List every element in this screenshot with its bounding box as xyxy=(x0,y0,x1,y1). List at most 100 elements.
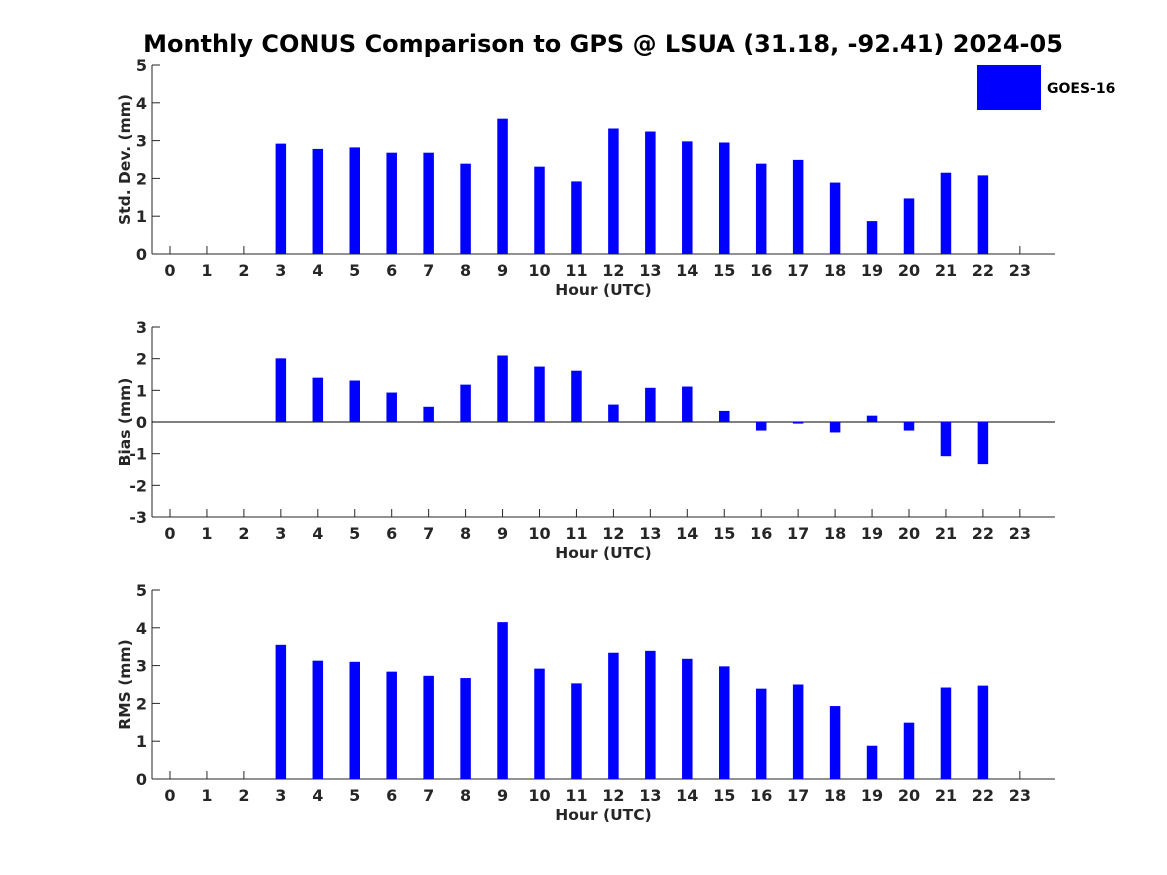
y-axis-label: Std. Dev. (mm) xyxy=(116,94,134,225)
y-tick-label: 5 xyxy=(136,56,147,75)
bar-rms-hour-19 xyxy=(866,745,878,779)
x-tick-label: 10 xyxy=(528,261,550,280)
x-tick-label: 18 xyxy=(824,524,846,543)
x-tick-label: 11 xyxy=(565,524,587,543)
bar-std-hour-21 xyxy=(940,172,952,254)
x-tick-label: 12 xyxy=(602,786,624,805)
x-axis-label: Hour (UTC) xyxy=(555,544,651,562)
x-tick-label: 8 xyxy=(460,524,471,543)
y-tick-label: -3 xyxy=(129,508,147,527)
y-tick-label: 3 xyxy=(136,132,147,151)
x-tick-label: 11 xyxy=(565,261,587,280)
bar-std-hour-19 xyxy=(866,221,878,254)
x-tick-label: 14 xyxy=(676,786,698,805)
x-tick-label: 6 xyxy=(386,786,397,805)
bar-std-hour-10 xyxy=(534,166,545,254)
bar-bias-hour-22 xyxy=(977,422,989,465)
y-tick-label: -2 xyxy=(129,476,147,495)
x-tick-label: 8 xyxy=(460,261,471,280)
y-tick-label: 0 xyxy=(136,245,147,264)
bar-bias-hour-13 xyxy=(645,387,656,422)
x-tick-label: 17 xyxy=(787,786,809,805)
bar-rms-hour-17 xyxy=(792,684,804,779)
x-tick-label: 3 xyxy=(275,524,286,543)
bar-rms-hour-12 xyxy=(608,652,619,779)
x-tick-label: 21 xyxy=(935,524,957,543)
legend-swatch xyxy=(977,65,1041,110)
y-axis-label: RMS (mm) xyxy=(116,639,134,729)
bar-std-hour-3 xyxy=(275,143,287,254)
bar-bias-hour-11 xyxy=(571,370,582,422)
chart-title: Monthly CONUS Comparison to GPS @ LSUA (… xyxy=(143,30,1063,58)
x-tick-label: 2 xyxy=(238,261,249,280)
bar-bias-hour-8 xyxy=(460,384,471,422)
x-tick-label: 16 xyxy=(750,786,772,805)
y-tick-label: 3 xyxy=(136,318,147,337)
bar-bias-hour-19 xyxy=(866,415,878,422)
bar-rms-hour-3 xyxy=(275,644,287,779)
bar-std-hour-12 xyxy=(608,128,619,254)
x-tick-label: 16 xyxy=(750,261,772,280)
x-tick-label: 6 xyxy=(386,261,397,280)
bar-std-hour-4 xyxy=(312,148,324,254)
x-tick-label: 9 xyxy=(497,786,508,805)
y-tick-label: 0 xyxy=(136,413,147,432)
x-tick-label: 5 xyxy=(349,786,360,805)
x-tick-label: 23 xyxy=(1009,261,1031,280)
bar-rms-hour-14 xyxy=(682,658,693,779)
x-tick-label: 2 xyxy=(238,786,249,805)
x-tick-label: 3 xyxy=(275,261,286,280)
legend: GOES-16 xyxy=(977,65,1115,110)
x-tick-label: 17 xyxy=(787,261,809,280)
x-tick-label: 1 xyxy=(201,786,212,805)
x-tick-label: 18 xyxy=(824,786,846,805)
x-tick-label: 0 xyxy=(164,261,175,280)
x-tick-label: 16 xyxy=(750,524,772,543)
x-tick-label: 20 xyxy=(898,786,920,805)
x-tick-label: 2 xyxy=(238,524,249,543)
bar-std-hour-8 xyxy=(460,163,471,254)
x-tick-label: 9 xyxy=(497,524,508,543)
bar-std-hour-11 xyxy=(571,181,582,254)
x-tick-label: 3 xyxy=(275,786,286,805)
bar-bias-hour-15 xyxy=(719,410,730,422)
bar-rms-hour-4 xyxy=(312,660,324,779)
bar-bias-hour-12 xyxy=(608,404,619,422)
bar-rms-hour-7 xyxy=(423,675,434,779)
x-tick-label: 19 xyxy=(861,786,883,805)
x-tick-label: 20 xyxy=(898,261,920,280)
y-tick-label: 1 xyxy=(136,732,147,751)
bar-bias-hour-4 xyxy=(312,377,324,422)
bar-rms-hour-8 xyxy=(460,678,471,779)
y-tick-label: 2 xyxy=(136,694,147,713)
x-tick-label: 7 xyxy=(423,786,434,805)
bar-bias-hour-18 xyxy=(829,422,841,433)
x-tick-label: 4 xyxy=(312,786,323,805)
bar-rms-hour-22 xyxy=(977,685,989,779)
x-tick-label: 4 xyxy=(312,261,323,280)
bar-rms-hour-16 xyxy=(755,688,767,779)
x-tick-label: 8 xyxy=(460,786,471,805)
bar-rms-hour-10 xyxy=(534,668,545,779)
bar-bias-hour-5 xyxy=(349,380,360,422)
bar-bias-hour-7 xyxy=(423,406,434,422)
y-tick-label: 5 xyxy=(136,581,147,600)
x-tick-label: 23 xyxy=(1009,786,1031,805)
x-tick-label: 0 xyxy=(164,524,175,543)
x-tick-label: 13 xyxy=(639,524,661,543)
x-tick-label: 14 xyxy=(676,524,698,543)
x-tick-label: 21 xyxy=(935,261,957,280)
x-tick-label: 1 xyxy=(201,524,212,543)
x-tick-label: 19 xyxy=(861,261,883,280)
y-tick-label: 0 xyxy=(136,770,147,789)
bar-rms-hour-21 xyxy=(940,687,952,779)
bar-bias-hour-20 xyxy=(903,422,915,431)
x-tick-label: 6 xyxy=(386,524,397,543)
bar-std-hour-20 xyxy=(903,198,915,254)
x-tick-label: 19 xyxy=(861,524,883,543)
x-tick-label: 13 xyxy=(639,261,661,280)
x-tick-label: 9 xyxy=(497,261,508,280)
